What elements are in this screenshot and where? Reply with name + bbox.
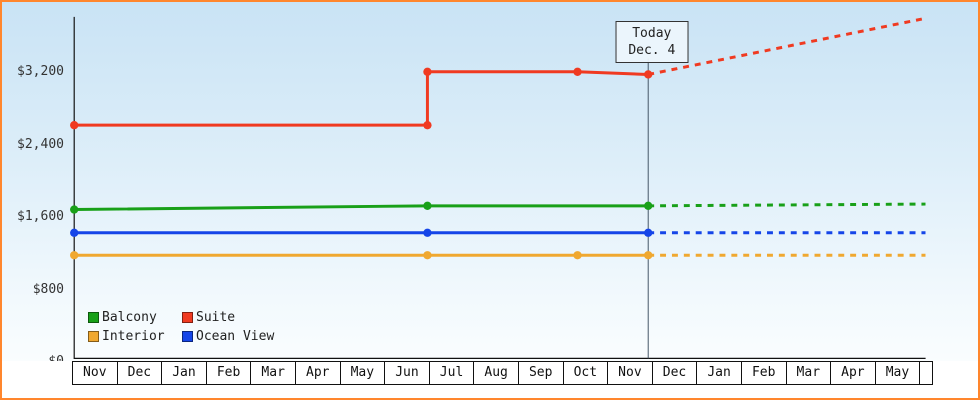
month-cell-feb: Feb <box>206 362 252 384</box>
month-axis: Nov Dec Jan Feb Mar Apr May Jun Jul Aug Sep Oct Nov D… <box>72 361 933 385</box>
y-tick-label: $3,200 <box>17 64 64 79</box>
legend-item-suite: Suite <box>182 310 274 325</box>
series-projection-balcony <box>648 202 926 208</box>
legend-item-ocean-view: Ocean View <box>182 329 274 344</box>
today-label: Today <box>632 26 672 41</box>
month-cell-nov: Nov <box>608 362 653 384</box>
legend-label: Ocean View <box>196 329 275 344</box>
legend-item-interior: Interior <box>88 329 182 344</box>
month-cell-may: May <box>340 362 386 384</box>
month-cell-dec: Dec <box>117 362 163 384</box>
series-line-balcony <box>74 204 649 211</box>
series-marker-suite <box>70 120 79 130</box>
y-tick-label: $1,600 <box>17 209 64 224</box>
legend: Balcony Suite Interior Ocean View <box>88 310 274 344</box>
legend-item-balcony: Balcony <box>88 310 182 325</box>
month-cell-dec: Dec <box>652 362 698 384</box>
series-marker-ocean-view <box>644 228 653 237</box>
series-marker-balcony <box>644 201 653 210</box>
month-cell-sep: Sep <box>518 362 564 384</box>
series-marker-interior <box>573 251 582 260</box>
month-cell-jun: Jun <box>385 362 430 384</box>
series-marker-interior <box>423 251 432 260</box>
month-cell-mar: Mar <box>786 362 832 384</box>
series-marker-ocean-view <box>70 228 79 237</box>
series-marker-balcony <box>423 201 432 210</box>
legend-label: Balcony <box>102 310 157 325</box>
series-marker-interior <box>70 251 79 260</box>
month-cell-may: May <box>875 362 921 384</box>
series-marker-suite <box>423 120 432 130</box>
month-cell-apr: Apr <box>295 362 341 384</box>
series-marker-suite <box>423 67 432 76</box>
month-cell-aug: Aug <box>474 362 519 384</box>
today-box: Today Dec. 4 <box>615 21 689 63</box>
legend-swatch-suite <box>182 312 193 323</box>
series-marker-balcony <box>70 205 79 214</box>
month-cell-oct: Oct <box>563 362 609 384</box>
series-marker-suite <box>573 67 582 76</box>
series-marker-interior <box>644 251 653 260</box>
month-cell-jul: Jul <box>429 362 475 384</box>
legend-label: Suite <box>196 310 236 325</box>
legend-swatch-ocean-view <box>182 331 193 342</box>
month-cell-jan: Jan <box>162 362 207 384</box>
series-projection-suite <box>647 16 926 76</box>
series-marker-suite <box>644 70 653 79</box>
today-date: Dec. 4 <box>628 43 676 58</box>
legend-swatch-balcony <box>88 312 99 323</box>
month-cell-jan: Jan <box>697 362 742 384</box>
legend-swatch-interior <box>88 331 99 342</box>
series-marker-ocean-view <box>423 228 432 237</box>
y-tick-label: $800 <box>32 281 64 297</box>
legend-label: Interior <box>102 329 165 344</box>
month-cell-apr: Apr <box>831 362 876 384</box>
y-tick-label: $2,400 <box>17 136 64 152</box>
axes-line <box>73 16 926 359</box>
month-cell-mar: Mar <box>251 362 296 384</box>
month-cell-empty <box>920 362 933 384</box>
series-line-suite <box>74 70 649 127</box>
month-cell-nov: Nov <box>73 362 118 384</box>
y-axis: $0$800$1,600$2,400$3,200 <box>2 2 64 369</box>
month-cell-feb: Feb <box>741 362 787 384</box>
